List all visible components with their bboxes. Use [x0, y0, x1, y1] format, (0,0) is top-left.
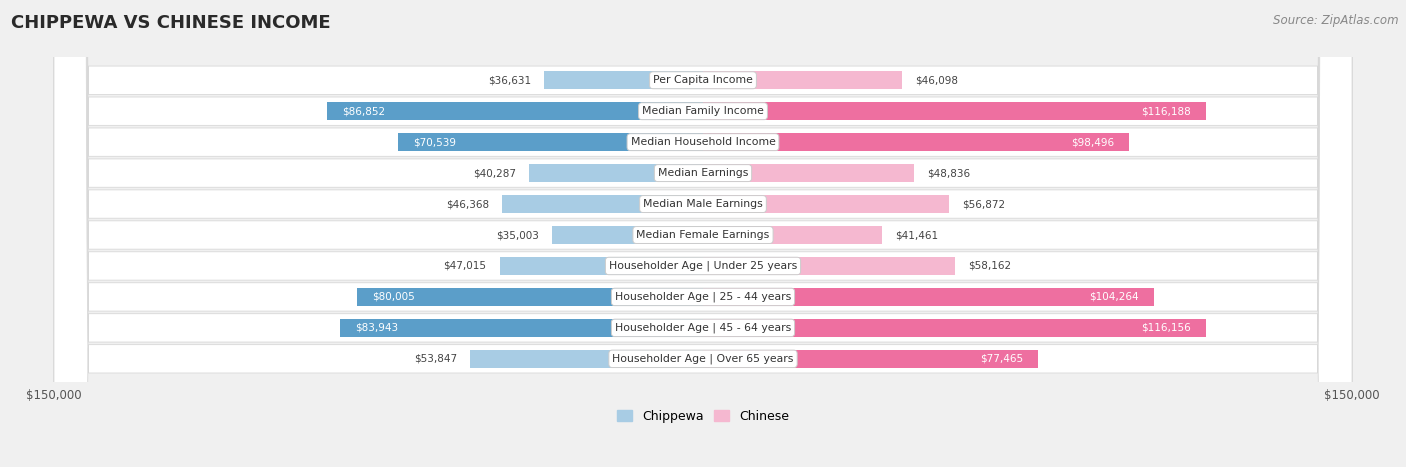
Bar — [544, 71, 703, 89]
Text: $70,539: $70,539 — [413, 137, 456, 147]
Bar — [340, 319, 703, 337]
Bar — [499, 257, 703, 275]
Text: $58,162: $58,162 — [967, 261, 1011, 271]
Text: $56,872: $56,872 — [962, 199, 1005, 209]
Bar — [551, 226, 703, 244]
Text: Median Male Earnings: Median Male Earnings — [643, 199, 763, 209]
Text: $36,631: $36,631 — [488, 75, 531, 85]
Bar — [703, 350, 1038, 368]
Text: $80,005: $80,005 — [373, 292, 415, 302]
Bar — [703, 195, 949, 213]
FancyBboxPatch shape — [53, 0, 1353, 467]
Bar — [470, 350, 703, 368]
Text: CHIPPEWA VS CHINESE INCOME: CHIPPEWA VS CHINESE INCOME — [11, 14, 330, 32]
FancyBboxPatch shape — [53, 0, 1353, 467]
Bar — [703, 71, 903, 89]
Legend: Chippewa, Chinese: Chippewa, Chinese — [612, 405, 794, 428]
FancyBboxPatch shape — [53, 0, 1353, 467]
Text: Median Earnings: Median Earnings — [658, 168, 748, 178]
FancyBboxPatch shape — [53, 0, 1353, 467]
Text: $46,368: $46,368 — [446, 199, 489, 209]
Text: Median Female Earnings: Median Female Earnings — [637, 230, 769, 240]
Text: $116,188: $116,188 — [1140, 106, 1191, 116]
FancyBboxPatch shape — [53, 0, 1353, 467]
FancyBboxPatch shape — [53, 0, 1353, 467]
Bar — [502, 195, 703, 213]
Bar — [328, 102, 703, 120]
Text: $40,287: $40,287 — [472, 168, 516, 178]
FancyBboxPatch shape — [53, 0, 1353, 467]
Text: $53,847: $53,847 — [413, 354, 457, 364]
Text: $83,943: $83,943 — [354, 323, 398, 333]
Text: $86,852: $86,852 — [342, 106, 385, 116]
Text: $98,496: $98,496 — [1071, 137, 1114, 147]
Text: $35,003: $35,003 — [496, 230, 538, 240]
Text: Householder Age | 45 - 64 years: Householder Age | 45 - 64 years — [614, 323, 792, 333]
Text: $41,461: $41,461 — [896, 230, 939, 240]
Text: Source: ZipAtlas.com: Source: ZipAtlas.com — [1274, 14, 1399, 27]
Text: Per Capita Income: Per Capita Income — [652, 75, 754, 85]
Bar — [703, 102, 1206, 120]
Bar — [703, 133, 1129, 151]
Text: Householder Age | Over 65 years: Householder Age | Over 65 years — [612, 354, 794, 364]
Bar — [703, 319, 1205, 337]
Bar — [703, 257, 955, 275]
Text: $104,264: $104,264 — [1090, 292, 1139, 302]
Bar — [703, 164, 914, 182]
Text: $46,098: $46,098 — [915, 75, 959, 85]
Text: Householder Age | 25 - 44 years: Householder Age | 25 - 44 years — [614, 292, 792, 302]
Bar — [529, 164, 703, 182]
Bar — [398, 133, 703, 151]
Bar — [357, 288, 703, 306]
FancyBboxPatch shape — [53, 0, 1353, 467]
Text: $48,836: $48,836 — [928, 168, 970, 178]
Bar — [703, 288, 1154, 306]
Text: $47,015: $47,015 — [443, 261, 486, 271]
Bar — [703, 226, 883, 244]
FancyBboxPatch shape — [53, 0, 1353, 467]
FancyBboxPatch shape — [53, 0, 1353, 467]
Text: Median Family Income: Median Family Income — [643, 106, 763, 116]
Text: Median Household Income: Median Household Income — [630, 137, 776, 147]
Text: $116,156: $116,156 — [1140, 323, 1191, 333]
Text: Householder Age | Under 25 years: Householder Age | Under 25 years — [609, 261, 797, 271]
Text: $77,465: $77,465 — [980, 354, 1024, 364]
